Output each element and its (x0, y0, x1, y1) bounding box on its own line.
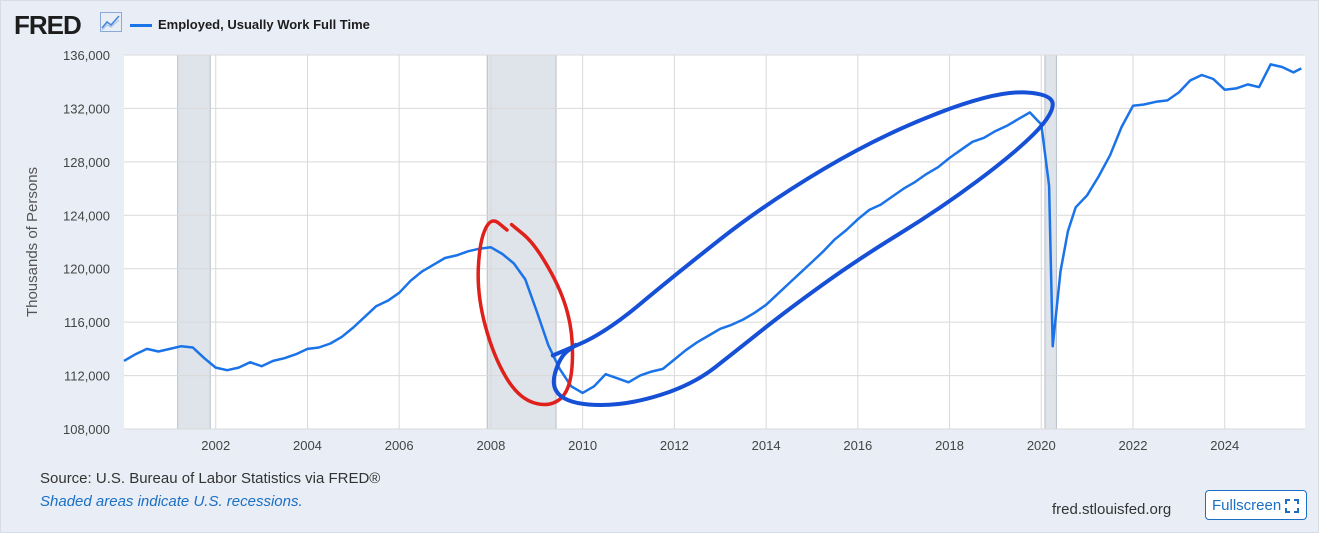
red-annotation-circle (476, 219, 575, 407)
x-tick-label: 2020 (1027, 438, 1056, 453)
x-tick-label: 2018 (935, 438, 964, 453)
x-tick-label: 2010 (568, 438, 597, 453)
source-text: Source: U.S. Bureau of Labor Statistics … (40, 470, 381, 487)
x-tick-label: 2012 (660, 438, 689, 453)
line-chart-icon (100, 12, 122, 32)
y-axis-ticks: 108,000 112,000 116,000 120,000 124,000 128,0… (63, 48, 110, 437)
x-tick-label: 2024 (1210, 438, 1239, 453)
expand-icon (1285, 499, 1299, 513)
annotations (476, 90, 1055, 408)
x-tick-label: 2014 (752, 438, 781, 453)
site-link[interactable]: fred.stlouisfed.org (1052, 501, 1172, 518)
y-tick-label: 128,000 (63, 155, 110, 170)
y-tick-label: 108,000 (63, 422, 110, 437)
y-tick-label: 112,000 (64, 369, 110, 384)
x-tick-label: 2008 (476, 438, 505, 453)
x-tick-label: 2004 (293, 438, 322, 453)
recession-note: Shaded areas indicate U.S. recessions. (40, 493, 303, 510)
x-tick-label: 2006 (385, 438, 414, 453)
legend-swatch (130, 24, 152, 27)
x-tick-label: 2022 (1119, 438, 1148, 453)
series-layer (123, 63, 1302, 395)
x-tick-label: 2002 (201, 438, 230, 453)
y-tick-label: 124,000 (63, 208, 110, 223)
x-tick-label: 2016 (843, 438, 872, 453)
fullscreen-button[interactable]: Fullscreen (1205, 490, 1307, 520)
y-axis-label: Thousands of Persons (24, 167, 41, 317)
legend-label: Employed, Usually Work Full Time (158, 17, 370, 32)
gridlines (124, 54, 1305, 430)
fred-logo[interactable]: FRED (14, 10, 82, 40)
blue-annotation-ellipse (550, 90, 1055, 408)
fullscreen-label: Fullscreen (1212, 496, 1282, 514)
y-tick-label: 132,000 (63, 101, 110, 116)
y-tick-label: 136,000 (63, 48, 110, 63)
recession-band-1 (486, 54, 557, 430)
recession-band-0 (177, 54, 211, 430)
x-axis-ticks: 2002 2004 2006 2008 2010 2012 2014 2016 2018 2020… (201, 438, 1239, 453)
series-line-0 (123, 63, 1302, 395)
y-tick-label: 120,000 (63, 262, 110, 277)
y-tick-label: 116,000 (64, 315, 110, 330)
